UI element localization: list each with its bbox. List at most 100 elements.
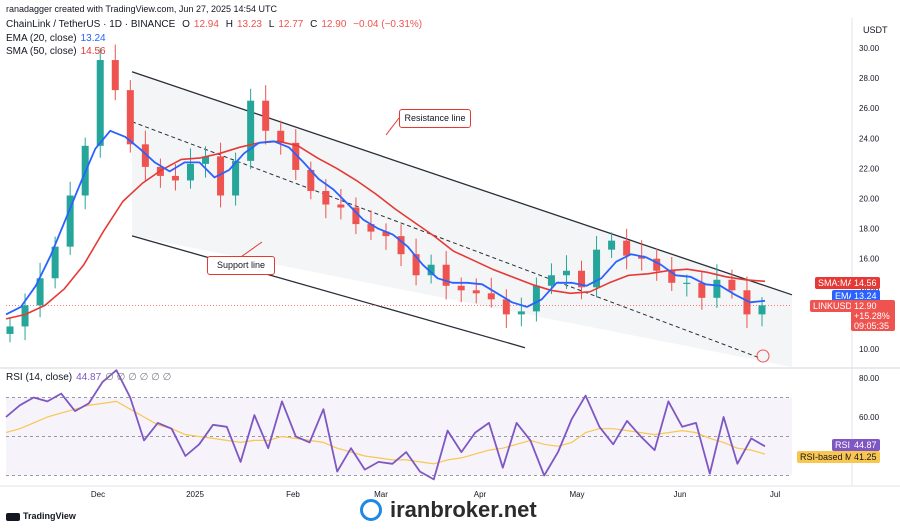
sma-tag: SMA:MA <box>815 277 857 289</box>
price-tick-label: 10.00 <box>859 345 880 354</box>
candle-body <box>126 90 134 145</box>
candle-body <box>66 195 74 247</box>
candle-body <box>217 156 225 196</box>
candle-body <box>322 190 330 205</box>
candle-body <box>6 326 14 334</box>
candle-body <box>487 293 495 300</box>
x-tick-label: Feb <box>286 490 300 499</box>
ohlc-o-label: O <box>182 19 190 30</box>
rsi-legend-extra: ∅ ∅ ∅ ∅ ∅ ∅ <box>105 372 172 383</box>
x-tick-label: Dec <box>91 490 105 499</box>
symbol-tag: LINKUSDT <box>810 300 861 312</box>
candle-body <box>36 278 44 306</box>
price-tag-countdown: 09:05:35 <box>854 321 890 331</box>
price-tag-value: 12.90 <box>854 301 877 311</box>
candle-body <box>743 290 751 315</box>
watermark-text: iranbroker.net <box>390 497 537 522</box>
ema-legend: EMA (20, close) 13.24 <box>6 33 110 44</box>
price-tag: 12.90 +15.28% 09:05:35 <box>851 300 895 331</box>
sma-legend-value: 14.56 <box>80 46 106 57</box>
price-tick-label: 28.00 <box>859 74 880 83</box>
candle-body <box>457 285 465 291</box>
sma-tag-value: 14.56 <box>851 277 880 289</box>
ohlc-h-label: H <box>225 19 233 30</box>
support-line <box>131 235 526 349</box>
rsi-ma-line <box>5 400 766 465</box>
ema-legend-label: EMA (20, close) <box>6 33 77 44</box>
candle-body <box>442 264 450 286</box>
candle-body <box>51 246 59 279</box>
x-tick-label: Mar <box>374 490 388 499</box>
price-tick-label: 20.00 <box>859 195 880 204</box>
price-tick-label: 24.00 <box>859 134 880 143</box>
price-tick-label: 18.00 <box>859 225 880 234</box>
rsi-tag-value: 44.87 <box>851 439 880 451</box>
candle-body <box>202 156 210 164</box>
candle-body <box>502 299 510 315</box>
x-tick-label: May <box>569 490 584 499</box>
candle-body <box>96 60 104 146</box>
candle-body <box>427 264 435 276</box>
candle-body <box>562 270 570 276</box>
rsi-legend-value: 44.87 <box>76 372 102 383</box>
symbol-line: ChainLink / TetherUS · 1D · BINANCE O 12.… <box>6 19 426 30</box>
rsi-tag: RSI <box>832 439 854 451</box>
candle-body <box>397 236 405 255</box>
candle-body <box>758 305 766 315</box>
candle-body <box>728 279 736 291</box>
ohlc-c: 12.90 <box>321 19 347 30</box>
symbol-name: ChainLink / TetherUS · 1D · BINANCE <box>6 19 176 30</box>
candle-body <box>698 282 706 298</box>
tradingview-brand: TradingView <box>6 511 76 521</box>
candle-body <box>532 285 540 312</box>
candle-body <box>171 175 179 181</box>
rsi-legend: RSI (14, close) 44.87 ∅ ∅ ∅ ∅ ∅ ∅ <box>6 372 175 383</box>
candle-body <box>578 270 586 288</box>
price-tick-label: 22.00 <box>859 164 880 173</box>
candle-body <box>277 130 285 143</box>
sma-legend-label: SMA (50, close) <box>6 46 77 57</box>
rsi-tick-label: 80.00 <box>859 374 880 383</box>
ema-legend-value: 13.24 <box>80 33 106 44</box>
rsi-ma-tag-value: 41.25 <box>851 451 880 463</box>
candle-body <box>186 163 194 181</box>
tradingview-logo-icon <box>6 512 20 521</box>
resistance-line-label: Resistance line <box>399 109 471 128</box>
ohlc-l: 12.77 <box>278 19 304 30</box>
ema-line <box>5 129 766 316</box>
created-by: ranadagger created with TradingView.com,… <box>6 4 277 14</box>
candle-body <box>382 231 390 237</box>
x-tick-label: Apr <box>474 490 487 499</box>
candle-body <box>262 100 270 131</box>
candle-body <box>307 169 315 191</box>
candle-body <box>472 290 480 294</box>
sma-legend: SMA (50, close) 14.56 <box>6 46 110 57</box>
candle-body <box>247 100 255 161</box>
candle-body <box>668 270 676 283</box>
currency-label: USDT <box>860 24 891 36</box>
candle-body <box>517 311 525 315</box>
candle-body <box>232 160 240 196</box>
rsi-tick-label: 60.00 <box>859 413 880 422</box>
ohlc-l-label: L <box>268 19 275 30</box>
candle-body <box>21 305 29 327</box>
candle-body <box>623 240 631 256</box>
alert-bolt-icon <box>756 349 770 363</box>
ohlc-h: 13.23 <box>236 19 262 30</box>
sma-line <box>5 140 766 320</box>
candle-body <box>683 282 691 284</box>
resistance-line <box>131 71 793 296</box>
ohlc-o: 12.94 <box>193 19 219 30</box>
ohlc-change: −0.04 (−0.31%) <box>353 19 423 30</box>
tradingview-brand-text: TradingView <box>23 511 76 521</box>
candle-body <box>713 279 721 298</box>
rsi-line <box>5 369 766 481</box>
price-tick-label: 16.00 <box>859 255 880 264</box>
candle-body <box>352 207 360 225</box>
candle-body <box>367 224 375 232</box>
candle-body <box>292 142 300 170</box>
iranbroker-logo-icon <box>360 499 382 521</box>
price-tick-label: 14.00 <box>859 285 880 294</box>
